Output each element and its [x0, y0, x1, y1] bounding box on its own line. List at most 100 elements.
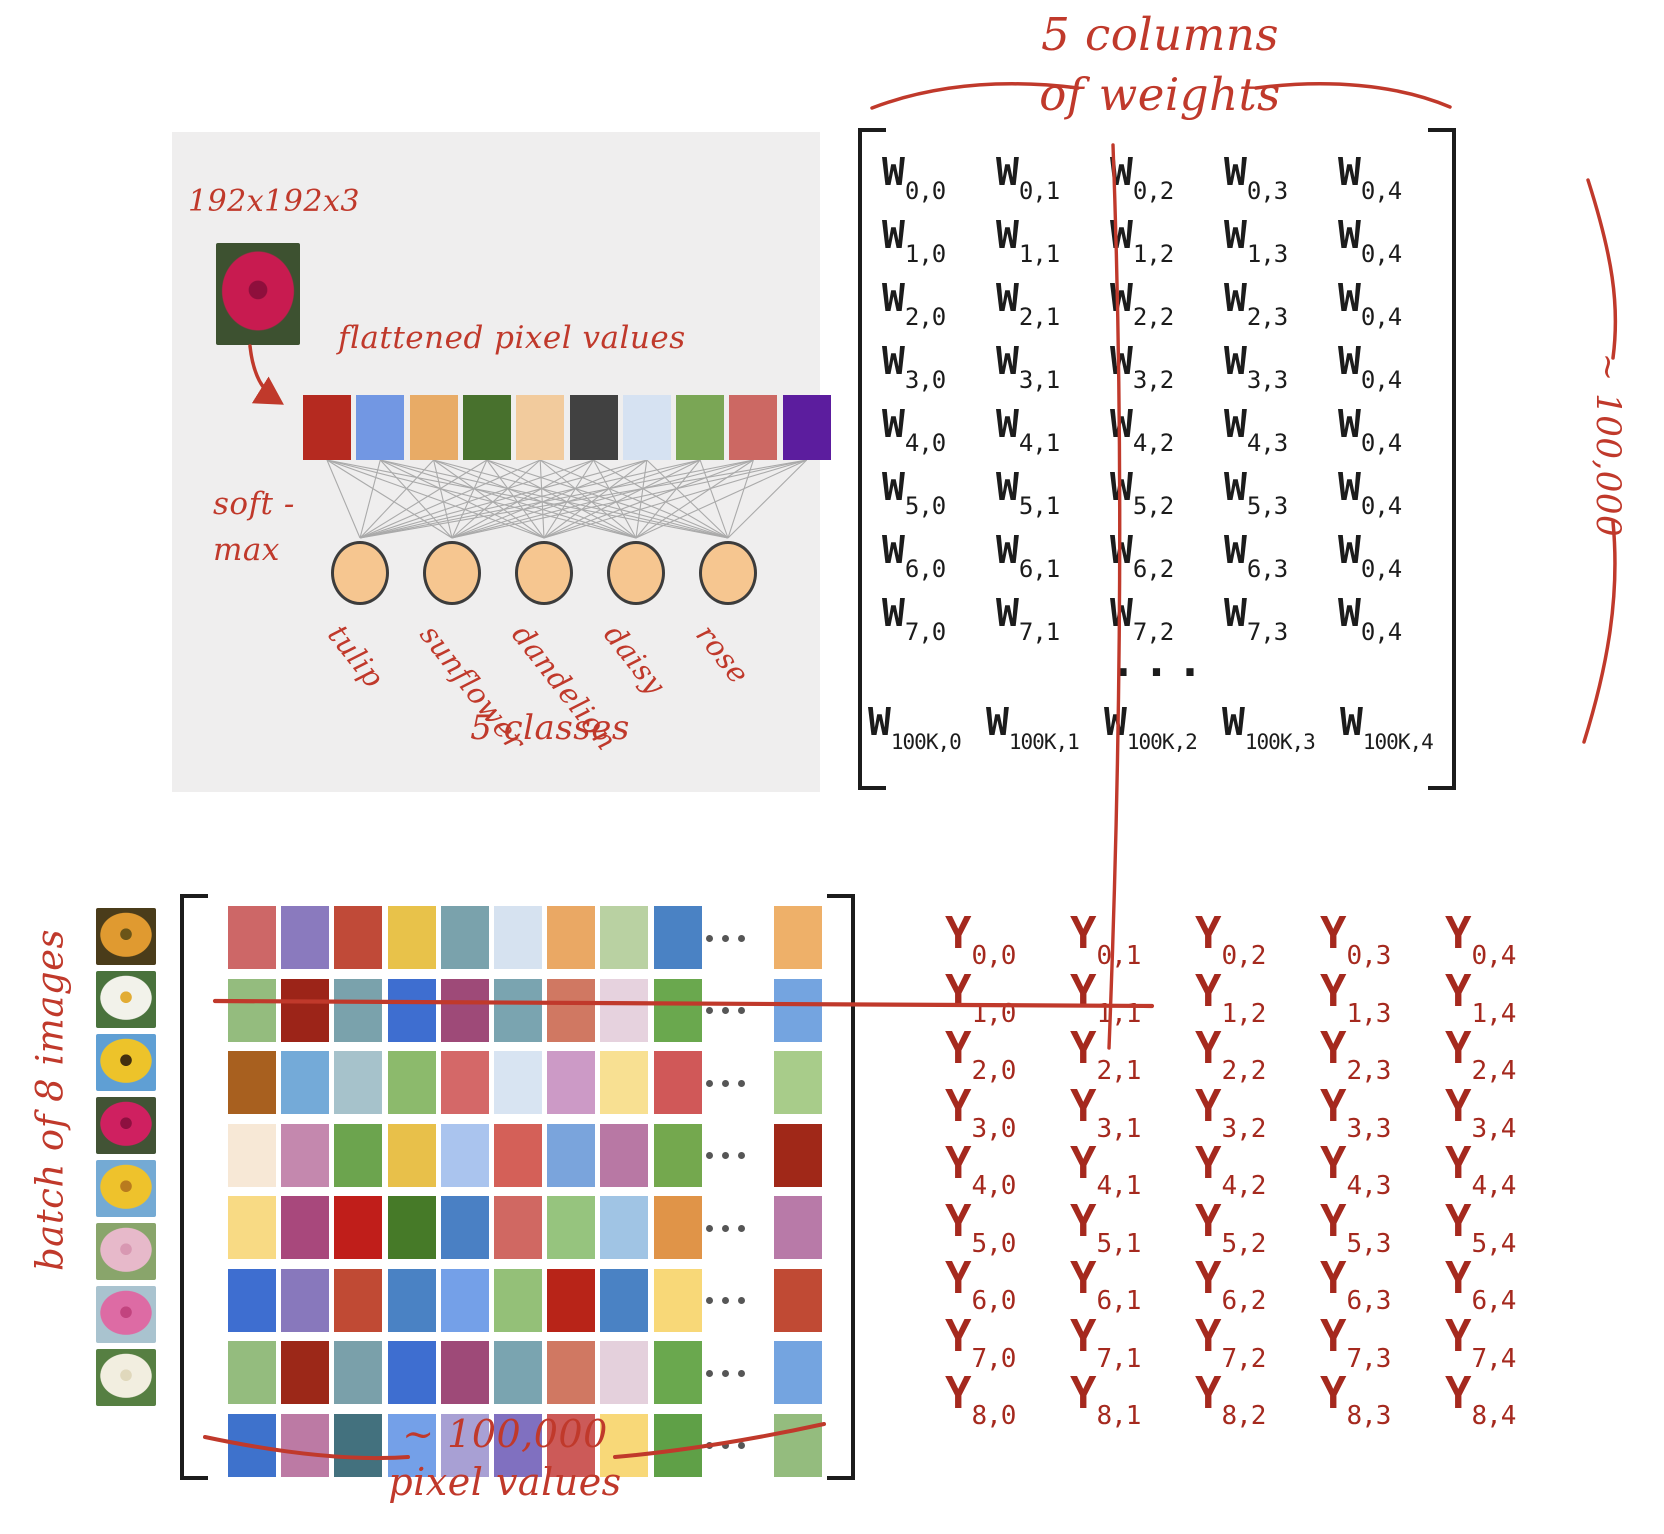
w-matrix-entry: W0,4: [1338, 276, 1452, 331]
w-matrix-entry: W1,2: [1110, 213, 1224, 268]
w-subscript: 2,1: [1018, 303, 1060, 331]
batch-row-ellipsis-dot: [738, 1369, 745, 1377]
batch-pixel-cell: [547, 1051, 596, 1114]
batch-pixel-cell: [228, 1341, 276, 1404]
w-subscript: 2,0: [904, 303, 946, 331]
y-symbol: Y: [1070, 908, 1097, 959]
batch-matrix-left-bracket: [180, 894, 208, 1480]
y-symbol: Y: [1320, 1080, 1347, 1132]
y-subscript: 6,0: [971, 1286, 1017, 1316]
batch-pixel-cell: [440, 906, 489, 969]
softmax-label-line1: soft -: [213, 486, 295, 522]
w-matrix-row: W0,0 W0,1 W0,2 W0,3 W0,4: [882, 150, 1452, 205]
batch-row-ellipsis-dot: [722, 1007, 729, 1014]
w-symbol: W: [1110, 276, 1133, 320]
y-matrix-entry: Y7,0: [945, 1311, 1016, 1374]
batch-pixel-cell-last: [774, 906, 822, 969]
batch-row-ellipsis-dot: [722, 934, 729, 942]
batch-row-ellipsis-dot: [738, 1442, 745, 1449]
y-matrix-entry: Y2,3: [1320, 1023, 1391, 1086]
y-matrix-entry: Y8,3: [1320, 1368, 1391, 1431]
batch-thumb-sunflower-orange: [96, 908, 156, 965]
w-symbol: W: [882, 213, 905, 257]
batch-row-ellipsis-dot: [738, 1079, 745, 1087]
y-symbol: Y: [945, 1080, 972, 1132]
batch-pixel-cell: [600, 1341, 649, 1404]
y-matrix-entry: Y4,0: [945, 1138, 1016, 1201]
y-matrix-entry: Y3,0: [945, 1080, 1016, 1144]
w-subscript: 1,3: [1246, 240, 1288, 268]
y-subscript: 6,2: [1221, 1286, 1267, 1316]
batch-pixel-cell: [387, 1196, 436, 1259]
y-symbol: Y: [1445, 908, 1472, 959]
y-matrix-entry: Y0,2: [1195, 908, 1266, 971]
w-subscript: 0,4: [1360, 429, 1402, 457]
input-rose-image: [216, 243, 300, 345]
batch-row-ellipsis-dot: [738, 1007, 745, 1014]
batch-pixel-cell: [228, 906, 276, 969]
batch-pixel-cell: [387, 906, 436, 969]
batch-pixel-cell: [653, 1196, 702, 1259]
y-matrix-entry: Y2,2: [1195, 1023, 1266, 1086]
batch-pixel-cell: [440, 978, 489, 1042]
w-subscript: 5,0: [904, 492, 946, 520]
w-symbol: W: [882, 402, 905, 446]
batch-pixel-cell: [600, 1051, 649, 1114]
y-subscript: 4,0: [971, 1171, 1017, 1201]
pixel-cell: [676, 395, 725, 460]
w-symbol: W: [996, 465, 1019, 509]
y-subscript: 1,3: [1346, 998, 1392, 1029]
y-matrix-entry: Y1,2: [1195, 966, 1266, 1029]
w-symbol: W: [1338, 213, 1361, 257]
w-symbol: W: [996, 150, 1019, 194]
y-matrix-entry: Y1,0: [945, 966, 1016, 1029]
batch-pixel-cell: [440, 1196, 489, 1259]
w-subscript: 1,1: [1018, 240, 1060, 268]
w-matrix-entry: W100K,4: [1340, 700, 1458, 754]
w-matrix-entry: W1,3: [1224, 213, 1338, 268]
w-subscript: 5,3: [1246, 492, 1288, 520]
w-subscript: 1,0: [904, 240, 946, 268]
batch-pixel-cell: [440, 1123, 489, 1187]
batch-pixel-cell: [228, 1196, 276, 1259]
y-matrix-entry: Y5,2: [1195, 1196, 1266, 1259]
batch-pixel-cell: [600, 1196, 649, 1259]
batch-pixel-cell: [281, 1051, 330, 1114]
w-matrix-last-row: W100K,0 W100K,1 W100K,2 W100K,3 W100K,4: [868, 700, 1458, 754]
batch-caption-line1: ~ 100,000: [402, 1412, 608, 1456]
y-subscript: 5,4: [1471, 1228, 1517, 1259]
batch-pixel-cell: [228, 978, 276, 1042]
pixel-cell: [409, 395, 458, 460]
w-matrix-entry: W3,1: [996, 339, 1110, 394]
batch-pixel-cell: [334, 906, 383, 969]
w-subscript: 2,2: [1132, 303, 1174, 331]
y-subscript: 2,0: [971, 1056, 1017, 1086]
y-matrix-entry: Y4,1: [1070, 1138, 1141, 1201]
w-matrix-entry: W0,4: [1338, 465, 1452, 520]
w-symbol: W: [1110, 402, 1133, 446]
batch-pixel-cell: [440, 1413, 489, 1477]
y-subscript: 4,4: [1471, 1171, 1517, 1201]
w-title-line1: 5 columns: [1041, 8, 1279, 61]
batch-pixel-cell-last: [774, 1341, 822, 1404]
y-matrix-entry: Y7,3: [1320, 1311, 1391, 1374]
y-subscript: 7,1: [1096, 1343, 1142, 1374]
input-size-label: 192x192x3: [188, 184, 360, 219]
batch-pixel-cell: [547, 1268, 596, 1332]
y-subscript: 8,2: [1221, 1401, 1267, 1431]
w-symbol: W: [996, 276, 1019, 320]
y-matrix-entry: Y7,1: [1070, 1311, 1141, 1374]
w-matrix-entry: W5,3: [1224, 465, 1338, 520]
w-matrix-entry: W0,4: [1338, 528, 1452, 583]
batch-pixel-cell: [281, 1268, 330, 1332]
w-subscript: 4,3: [1246, 429, 1288, 457]
w-matrix-entry: W5,0: [882, 465, 996, 520]
w-subscript: 7,2: [1132, 618, 1174, 646]
y-symbol: Y: [1445, 1368, 1472, 1419]
y-subscript: 1,4: [1471, 998, 1517, 1029]
w-matrix-entry: W4,0: [882, 402, 996, 457]
y-symbol: Y: [945, 1138, 972, 1189]
batch-row-ellipsis-dot: [738, 1224, 745, 1232]
w-subscript: 0,4: [1360, 303, 1402, 331]
